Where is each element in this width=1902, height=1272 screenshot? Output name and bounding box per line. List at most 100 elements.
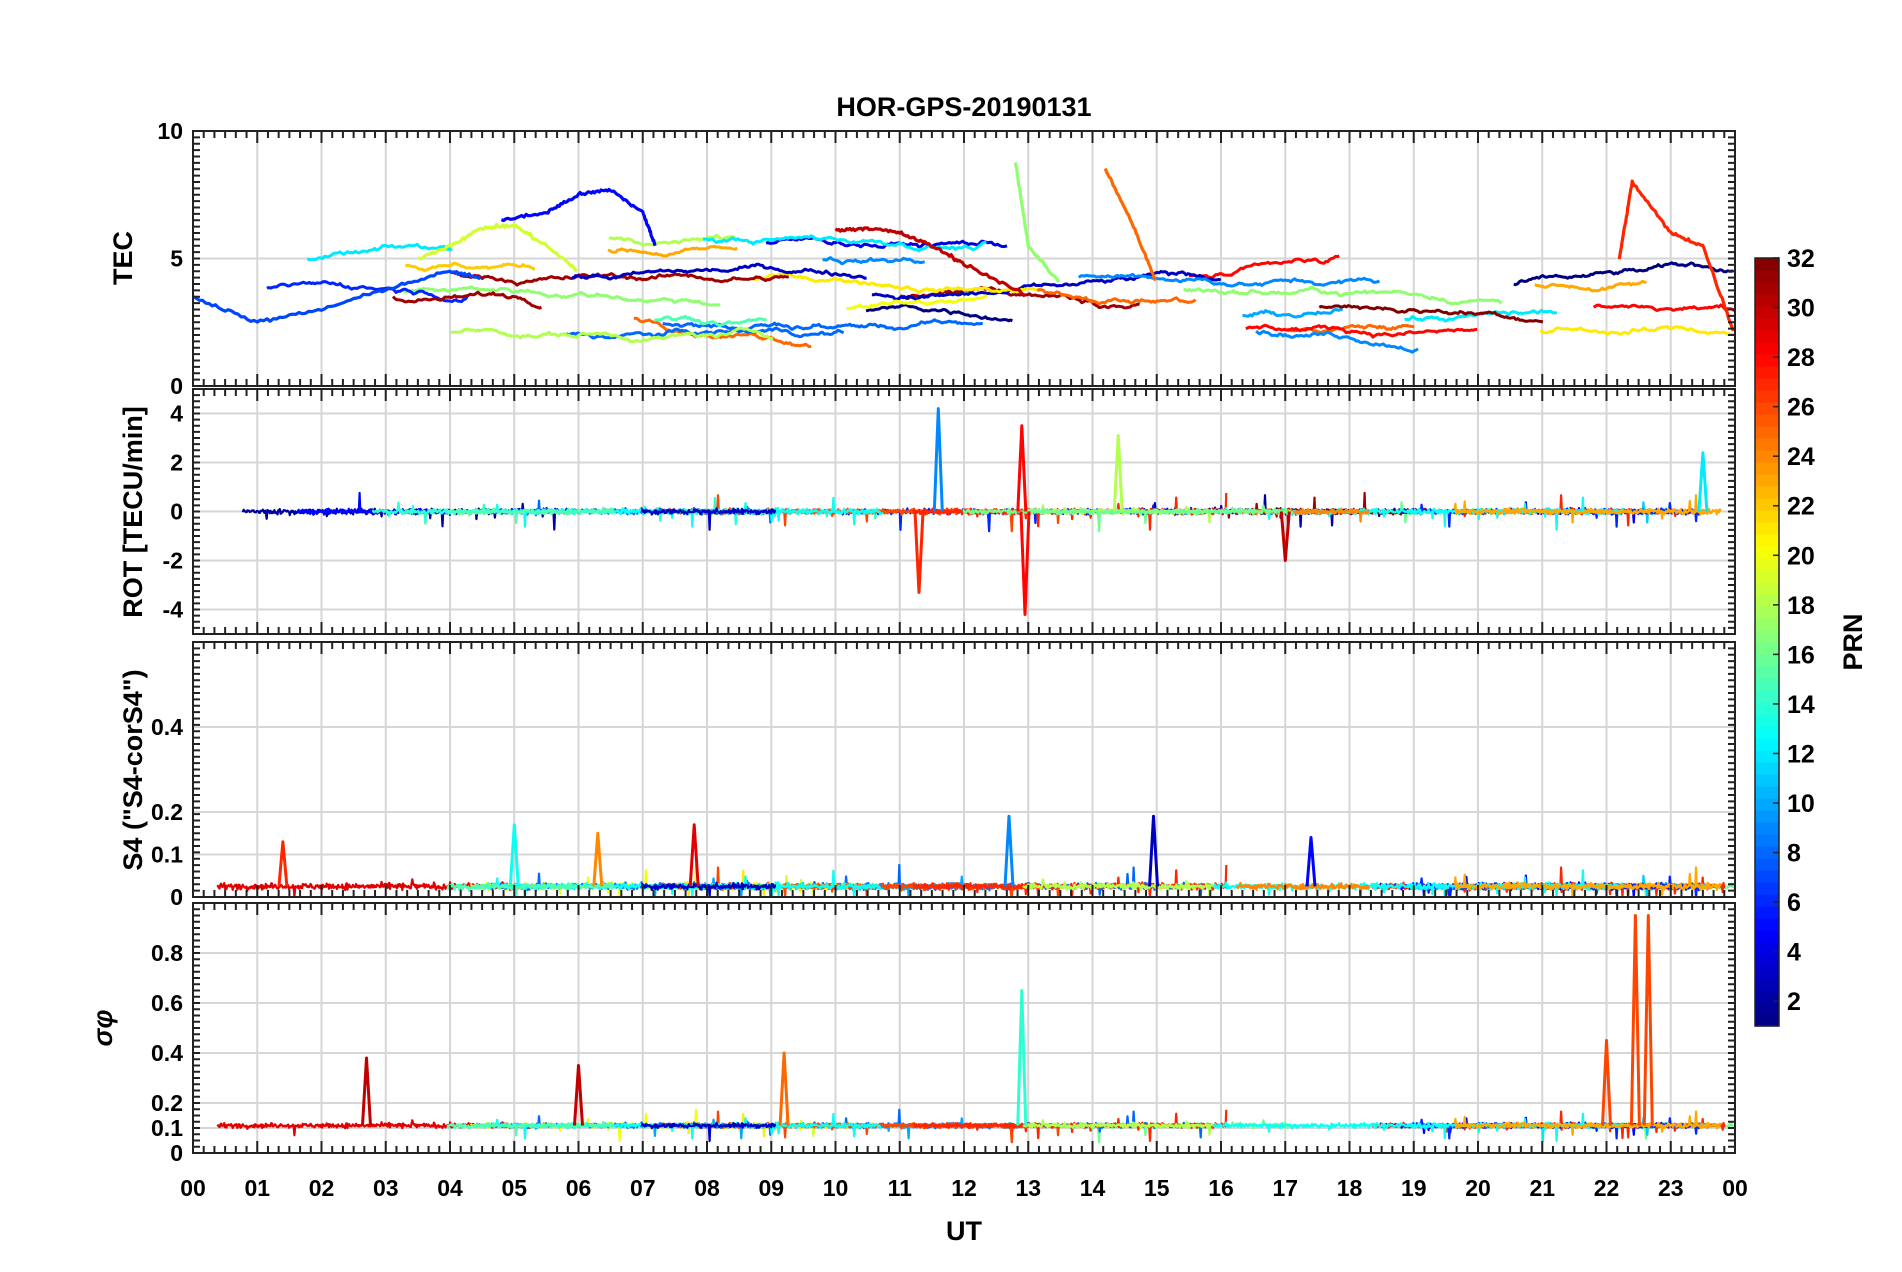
colorbar-cell <box>1755 354 1779 367</box>
colorbar-cell <box>1755 606 1779 619</box>
colorbar-cell <box>1755 1002 1779 1015</box>
colorbar-cell <box>1755 486 1779 499</box>
colorbar-tick-label: 18 <box>1787 592 1815 620</box>
colorbar-cell <box>1755 546 1779 559</box>
tec-trace <box>633 316 812 349</box>
colorbar-tick-label: 24 <box>1787 443 1815 471</box>
x-tick-label: 09 <box>758 1175 784 1201</box>
tec-trace <box>1242 308 1343 319</box>
tec-trace <box>405 261 536 273</box>
x-tick-label: 01 <box>244 1175 270 1201</box>
tec-series-prn-25 <box>1103 167 1157 282</box>
tec-trace <box>1188 254 1340 280</box>
y-tick-label: 0.1 <box>151 842 183 868</box>
sigma_phi-peak-prn-26 <box>1601 1039 1612 1126</box>
sigma_phi-peak-prn-14 <box>1016 989 1028 1126</box>
ticks-rot <box>192 388 1736 635</box>
colorbar-cell <box>1755 822 1779 835</box>
y-tick-label: 0.2 <box>151 1090 183 1116</box>
tec-trace <box>865 303 1014 323</box>
colorbar-tick-label: 10 <box>1787 790 1815 818</box>
rot-trace <box>1235 507 1370 523</box>
tec-trace <box>306 242 453 262</box>
y-tick-label: 0.4 <box>151 714 183 740</box>
x-tick-label: 11 <box>888 1175 913 1201</box>
sigma_phi-peak-prn-30 <box>573 1064 584 1126</box>
tec-trace <box>608 233 736 247</box>
y-tick-label: 4 <box>170 401 183 427</box>
series-tec <box>193 162 1735 354</box>
colorbar-tick-label: 4 <box>1787 939 1801 967</box>
sigma_phi-peak-prn-30 <box>361 1056 372 1126</box>
sigma_phi-trace <box>1453 1110 1722 1136</box>
x-tick-label: 05 <box>501 1175 527 1201</box>
tec-trace <box>565 326 845 340</box>
colorbar-cell <box>1755 498 1779 511</box>
grid-s4 <box>193 642 1735 897</box>
colorbar-cell <box>1755 654 1779 667</box>
x-tick-label: 15 <box>1144 1175 1170 1201</box>
y-tick-label: 0.1 <box>151 1115 183 1141</box>
colorbar-frame <box>1754 257 1780 1027</box>
colorbar-cell <box>1755 918 1779 931</box>
panel-sigma-phi: 00.10.2 0.4 0.6 0.8 σφ <box>88 902 1736 1166</box>
colorbar-cell <box>1755 510 1779 523</box>
tec-trace <box>607 244 738 258</box>
x-tick-label: 18 <box>1337 1175 1363 1201</box>
x-tick-label: 06 <box>566 1175 592 1201</box>
sigma_phi-trace <box>640 1121 777 1143</box>
sigma_phi-peak-prn-26 <box>1629 914 1641 1126</box>
grid-tec <box>193 131 1735 386</box>
colorbar-cell <box>1755 858 1779 871</box>
colorbar-cell <box>1755 306 1779 319</box>
colorbar-cell <box>1755 702 1779 715</box>
colorbar-cell <box>1755 414 1779 427</box>
tec-trace <box>571 262 867 281</box>
colorbar-cell <box>1755 990 1779 1003</box>
x-tick-label: 19 <box>1401 1175 1427 1201</box>
x-tick-label: 22 <box>1594 1175 1620 1201</box>
tec-trace <box>1183 285 1503 306</box>
tec-trace <box>1318 304 1544 324</box>
x-tick-label: 03 <box>373 1175 399 1201</box>
x-tick-label: 13 <box>1015 1175 1041 1201</box>
s4-peak-prn-29 <box>688 823 700 887</box>
ticks-sigma-phi <box>192 902 1736 1154</box>
colorbar-cell <box>1755 330 1779 343</box>
tec-trace <box>753 271 1042 294</box>
colorbar-cell <box>1755 522 1779 535</box>
tec-trace <box>1513 261 1734 287</box>
tec-trace <box>1534 279 1647 293</box>
colorbar-cell <box>1755 846 1779 859</box>
rot-trace <box>446 506 615 525</box>
colorbar-tick-label: 30 <box>1787 295 1815 323</box>
x-tick-label: 23 <box>1658 1175 1684 1201</box>
y-tick-label: 5 <box>170 246 183 272</box>
tec-trace <box>1255 329 1419 354</box>
colorbar-cell <box>1755 894 1779 907</box>
ytick-labels-sigma-phi: 00.10.2 0.4 0.6 0.8 <box>151 940 183 1166</box>
tec-trace <box>1592 303 1735 313</box>
tec-trace <box>1245 323 1478 339</box>
colorbar-cell <box>1755 390 1779 403</box>
panel-tec: 0 5 10 TEC <box>108 118 1736 399</box>
s4-trace <box>446 880 615 897</box>
colorbar-cell <box>1755 570 1779 583</box>
s4-peak-prn-5 <box>1305 836 1317 887</box>
x-tick-label: 08 <box>694 1175 720 1201</box>
x-tick-label: 04 <box>437 1175 463 1201</box>
colorbar-cell <box>1755 942 1779 955</box>
tec-trace <box>822 256 925 266</box>
tec-trace <box>266 280 469 304</box>
s4-peak-prn-27 <box>277 840 289 887</box>
colorbar-cell <box>1755 642 1779 655</box>
colorbar-cell <box>1755 786 1779 799</box>
x-tick-label: 02 <box>309 1175 335 1201</box>
rot-peak-prn-27 <box>913 511 925 594</box>
y-tick-label: 10 <box>157 118 183 144</box>
colorbar-cell <box>1755 870 1779 883</box>
ylabel-s4: S4 ("S4-corS4") <box>118 669 148 870</box>
tec-trace <box>391 290 543 310</box>
rot-peak-prn-12 <box>1697 451 1709 512</box>
